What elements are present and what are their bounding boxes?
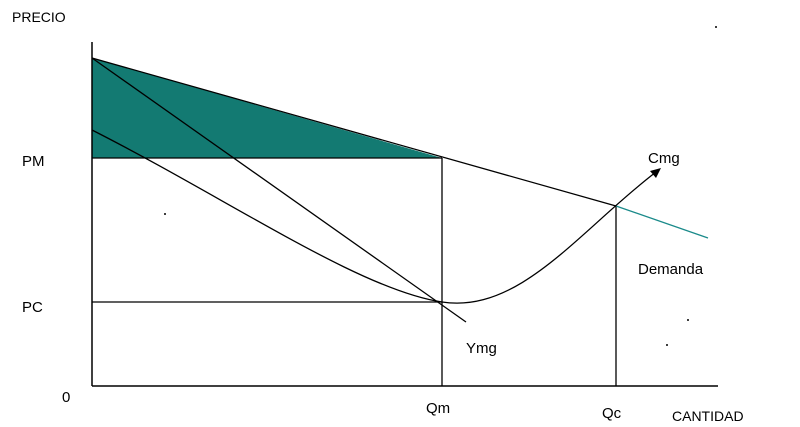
x-axis-title: CANTIDAD — [672, 408, 744, 424]
pc-label: PC — [22, 299, 43, 316]
cmg-label: Cmg — [648, 150, 680, 167]
demand-curve-extension — [615, 205, 709, 239]
marginal-revenue-curve — [91, 57, 467, 323]
pm-label: PM — [22, 153, 45, 170]
marginal-cost-curve — [91, 129, 657, 304]
stray-dot — [715, 26, 717, 28]
stray-dot — [687, 319, 689, 321]
origin-label: 0 — [62, 389, 70, 406]
qc-label: Qc — [602, 405, 622, 422]
demand-label: Demanda — [638, 261, 704, 278]
ymg-label: Ymg — [466, 340, 497, 357]
stray-dot — [164, 213, 166, 215]
qm-label: Qm — [426, 400, 450, 417]
demand-curve — [91, 57, 617, 207]
stray-dot — [666, 344, 668, 346]
y-axis-title: PRECIO — [12, 9, 66, 25]
marginal-cost-arrow-icon — [650, 168, 661, 178]
